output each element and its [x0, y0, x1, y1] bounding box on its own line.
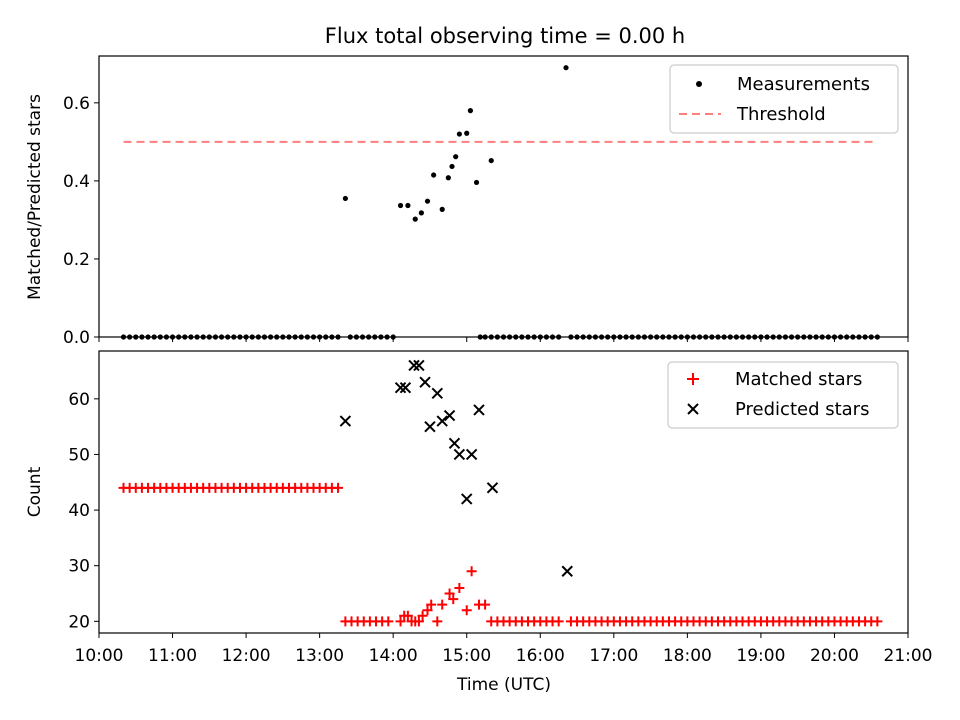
bottom-y-ticks: 20 30 40 50 60 — [68, 390, 99, 632]
predicted-point — [431, 387, 444, 399]
bottom-y-tick-label: 50 — [68, 445, 90, 465]
bottom-plot-area — [118, 359, 883, 627]
x-tick-label: 16:00 — [516, 646, 565, 666]
predicted-point — [465, 448, 478, 461]
predicted-point — [448, 437, 461, 450]
matched-point — [402, 610, 413, 621]
measurement-point — [439, 206, 445, 212]
top-axes-frame — [98, 55, 909, 338]
x-tick-label: 19:00 — [736, 646, 785, 666]
top-legend-box — [669, 64, 899, 134]
legend-measurements-label: Measurements — [737, 74, 870, 95]
legend-matched-label: Matched stars — [735, 369, 862, 390]
matched-point — [422, 605, 433, 616]
measurement-point — [418, 210, 424, 216]
matched-point — [417, 610, 428, 621]
predicted-point — [424, 420, 436, 433]
measurement-point — [456, 131, 462, 137]
matched-point — [461, 605, 472, 616]
matched-point — [426, 599, 437, 610]
top-y-tick-label: 0.4 — [63, 172, 90, 192]
matched-point — [553, 616, 564, 627]
x-tick-label: 12:00 — [222, 646, 271, 666]
predicted-point — [561, 565, 573, 577]
bottom-legend-box — [667, 361, 899, 429]
measurement-point — [405, 202, 411, 209]
predicted-point — [443, 409, 456, 422]
bottom-axes-frame — [98, 350, 909, 634]
legend-matched-marker — [687, 373, 699, 385]
bottom-x-ticks: 10:00 11:00 12:00 13:00 14:00 15:00 16:00 17:00… — [75, 633, 933, 666]
measurement-point — [424, 198, 431, 204]
legend-measurements-marker — [696, 81, 702, 87]
measurement-point — [464, 130, 470, 136]
matched-point — [333, 482, 344, 493]
matched-point — [444, 588, 455, 599]
bottom-y-tick-label: 40 — [68, 501, 90, 521]
top-y-tick-label: 0.2 — [63, 250, 90, 270]
legend-threshold-label: Threshold — [736, 104, 826, 125]
x-axis-label: Time (UTC) — [456, 675, 551, 695]
legend-predicted-marker — [687, 403, 699, 415]
matched-point — [448, 594, 459, 605]
predicted-point — [436, 415, 448, 427]
predicted-point — [419, 376, 431, 388]
measurement-point — [431, 172, 437, 178]
predicted-point — [399, 382, 412, 394]
predicted-point — [339, 415, 352, 427]
matched-point — [480, 599, 491, 610]
matched-point — [413, 616, 424, 627]
predicted-point — [413, 359, 425, 372]
figure-title: Flux total observing time = 0.00 h — [325, 24, 685, 48]
matched-point — [454, 582, 465, 593]
x-tick-label: 13:00 — [295, 646, 344, 666]
predicted-point — [453, 448, 466, 461]
measurement-point — [453, 154, 459, 160]
x-tick-label: 21:00 — [884, 646, 933, 666]
top-y-ticks: 0.0 0.2 0.4 0.6 — [63, 94, 99, 348]
top-y-tick-label: 0.6 — [63, 94, 90, 114]
matched-point — [383, 616, 394, 627]
x-tick-label: 20:00 — [810, 646, 859, 666]
measurement-point — [473, 179, 480, 186]
matched-point — [437, 599, 448, 610]
bottom-legend: Matched stars Predicted stars — [667, 361, 899, 429]
x-tick-label: 17:00 — [589, 646, 638, 666]
predicted-point — [408, 359, 420, 372]
top-y-axis-label: Matched/Predicted stars — [25, 94, 45, 300]
predicted-point — [473, 404, 485, 416]
measurement-point — [445, 175, 451, 181]
measurement-point — [467, 108, 474, 114]
measurement-point — [412, 216, 418, 222]
bottom-y-tick-label: 60 — [68, 390, 90, 410]
matched-point — [872, 616, 883, 627]
bottom-y-tick-label: 30 — [68, 557, 90, 577]
top-legend: Measurements Threshold — [669, 64, 899, 134]
predicted-point — [486, 482, 499, 494]
legend-predicted-label: Predicted stars — [735, 399, 869, 420]
bottom-y-axis-label: Count — [25, 466, 45, 517]
x-tick-label: 10:00 — [75, 646, 124, 666]
top-y-tick-label: 0.0 — [63, 328, 90, 348]
matched-point — [432, 616, 443, 627]
bottom-panel: 20 30 40 50 60 10:00 11:00 12:00 13:00 14:00 15:0… — [25, 350, 933, 695]
measurement-point — [397, 202, 404, 209]
bottom-y-tick-label: 20 — [68, 612, 90, 632]
x-tick-label: 18:00 — [663, 646, 712, 666]
measurement-point — [488, 157, 494, 164]
top-panel: 0.0 0.2 0.4 0.6 Matched/Predicted stars Mea… — [25, 55, 909, 348]
measurement-point — [449, 163, 455, 170]
x-tick-label: 15:00 — [442, 646, 491, 666]
matched-point — [466, 566, 477, 577]
measurement-point — [563, 65, 569, 71]
predicted-point — [394, 382, 407, 394]
matched-point — [395, 616, 406, 627]
top-x-ticks — [98, 337, 909, 342]
x-tick-label: 14:00 — [369, 646, 418, 666]
x-tick-label: 11:00 — [148, 646, 197, 666]
predicted-point — [461, 493, 473, 505]
measurement-point — [342, 195, 348, 202]
